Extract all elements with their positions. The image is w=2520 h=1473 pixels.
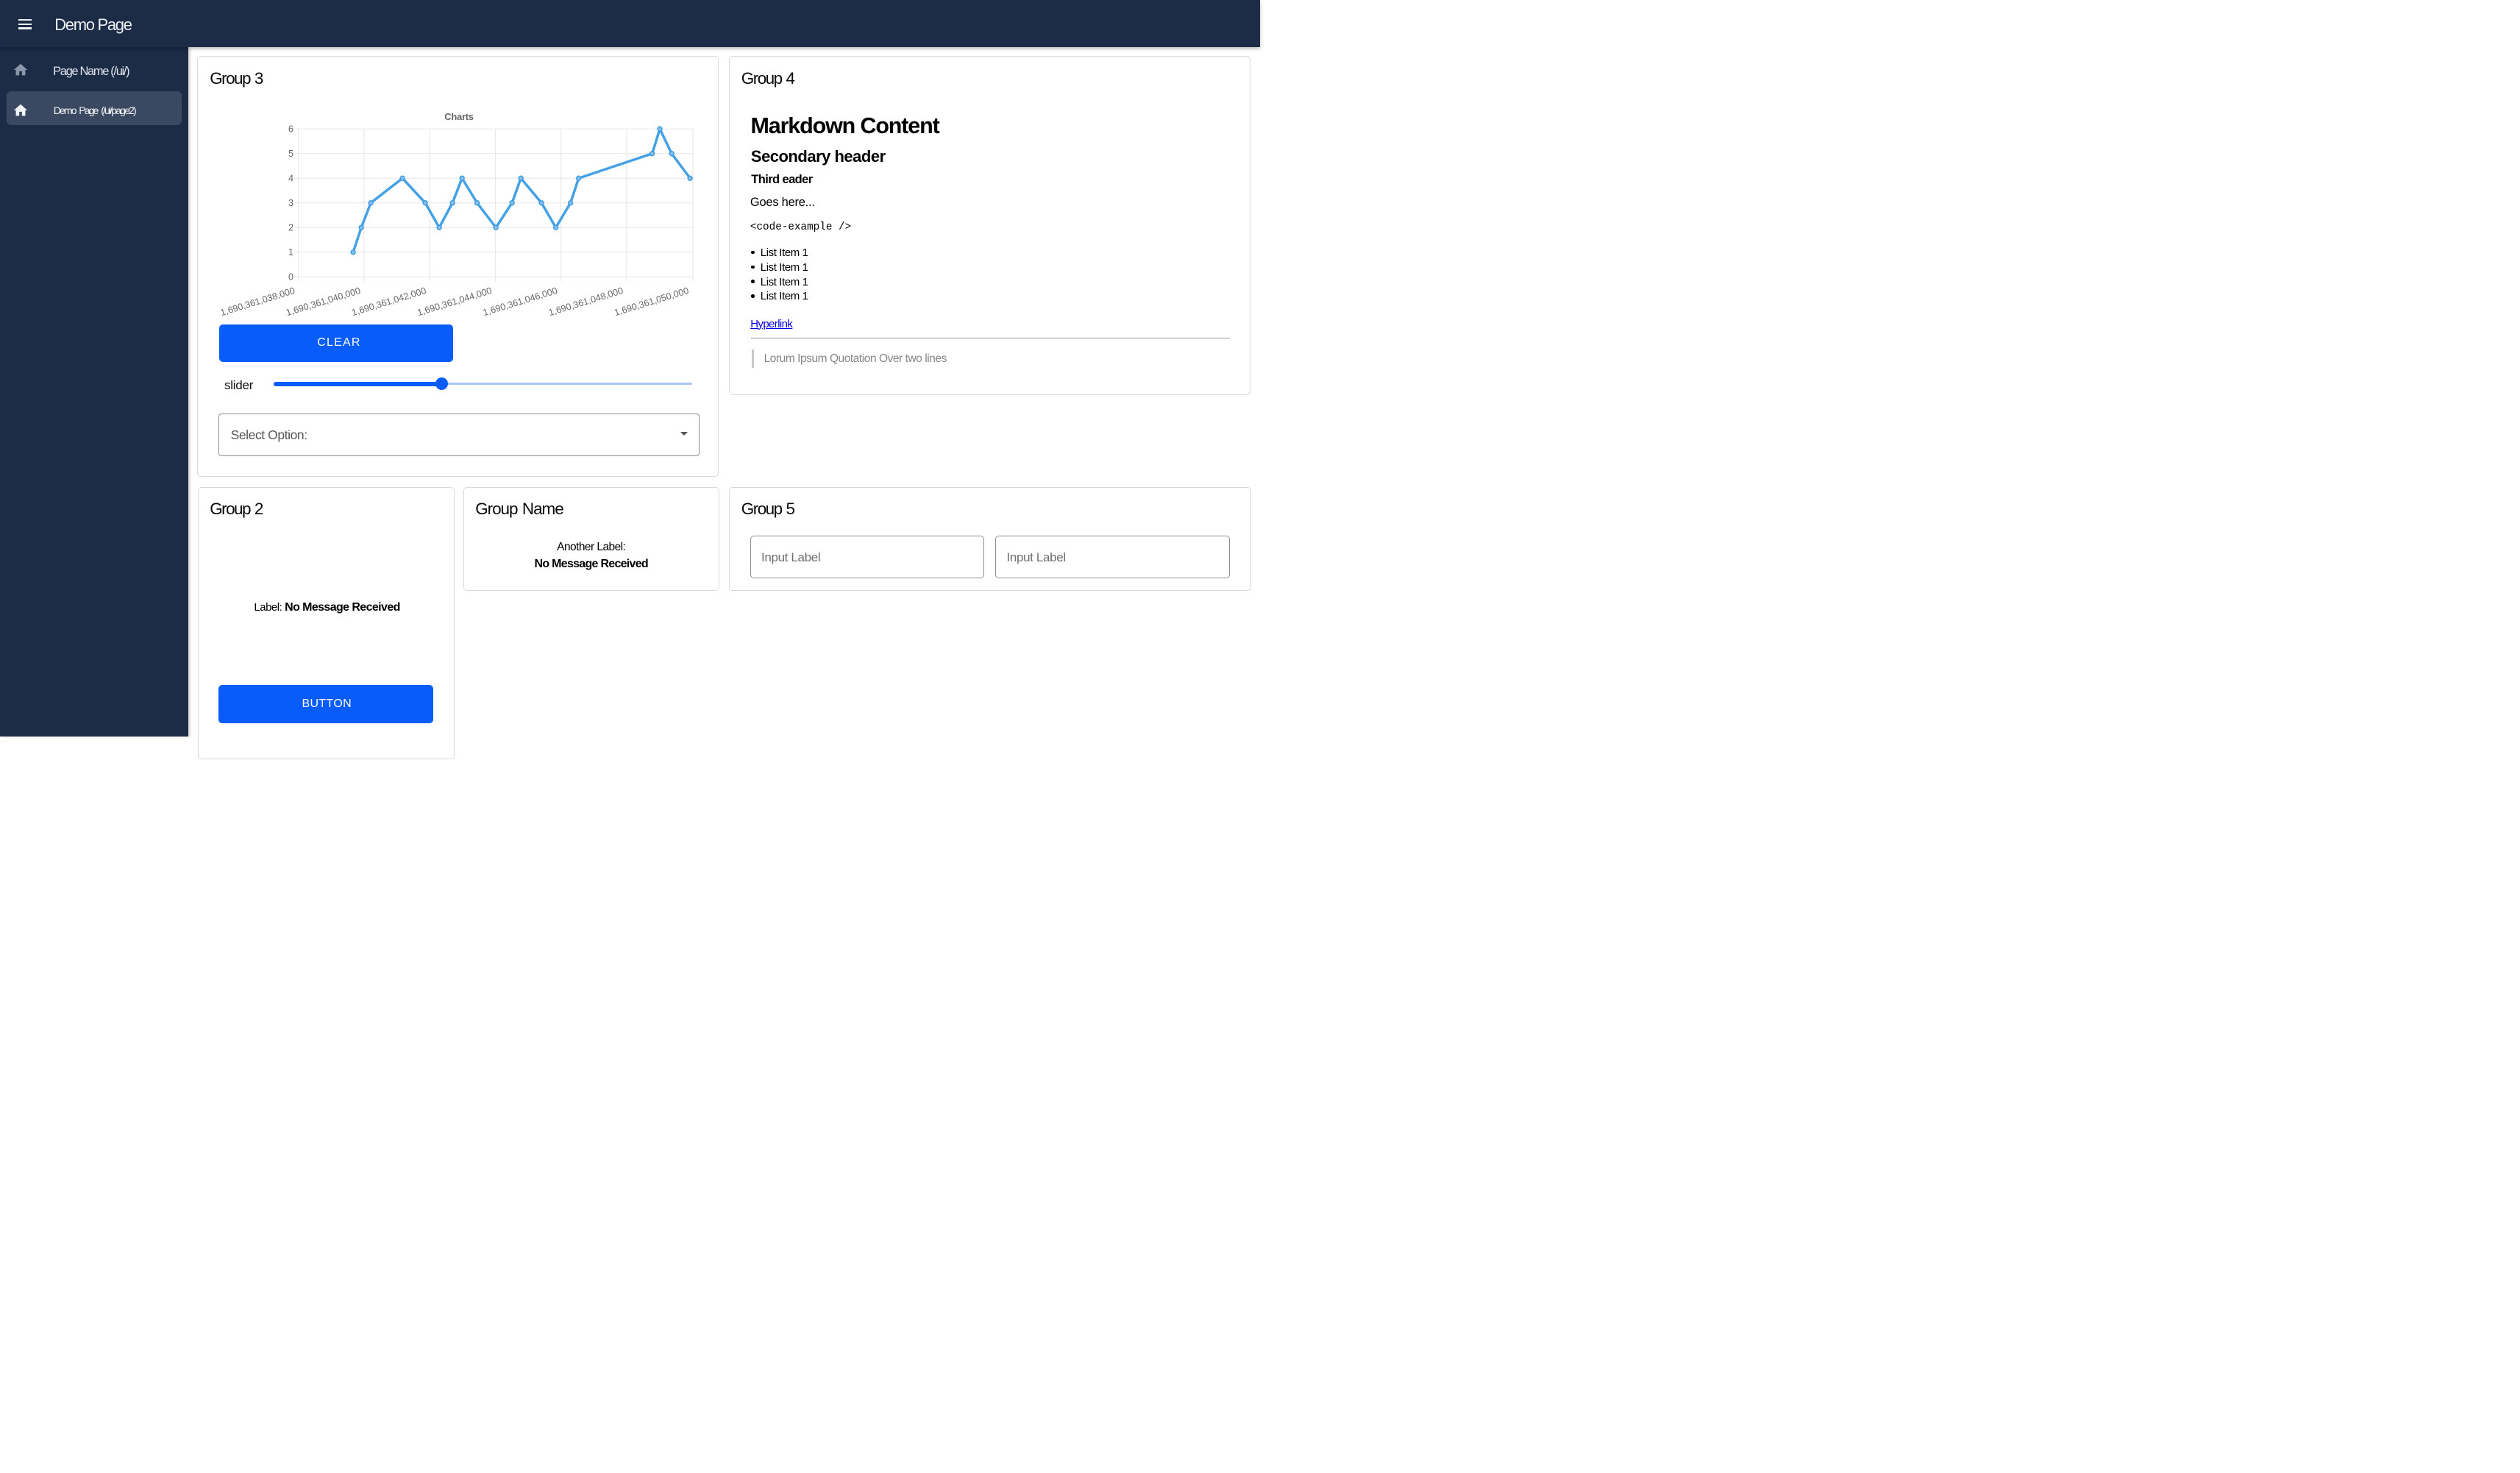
svg-text:1,690,361,040,000: 1,690,361,040,000	[285, 285, 363, 318]
svg-text:4: 4	[288, 174, 293, 184]
svg-text:1,690,361,046,000: 1,690,361,046,000	[482, 285, 559, 318]
svg-text:2: 2	[288, 223, 293, 233]
svg-text:0: 0	[288, 272, 293, 283]
svg-text:1,690,361,044,000: 1,690,361,044,000	[416, 285, 494, 318]
svg-text:1,690,361,042,000: 1,690,361,042,000	[351, 285, 428, 318]
svg-text:1,690,361,050,000: 1,690,361,050,000	[613, 285, 691, 318]
svg-text:1,690,361,038,000: 1,690,361,038,000	[219, 285, 296, 318]
svg-text:1,690,361,048,000: 1,690,361,048,000	[548, 285, 625, 318]
svg-text:6: 6	[288, 124, 293, 135]
svg-text:1: 1	[288, 247, 293, 258]
svg-text:5: 5	[288, 149, 293, 159]
svg-text:Charts: Charts	[445, 111, 474, 122]
svg-text:3: 3	[288, 198, 293, 208]
